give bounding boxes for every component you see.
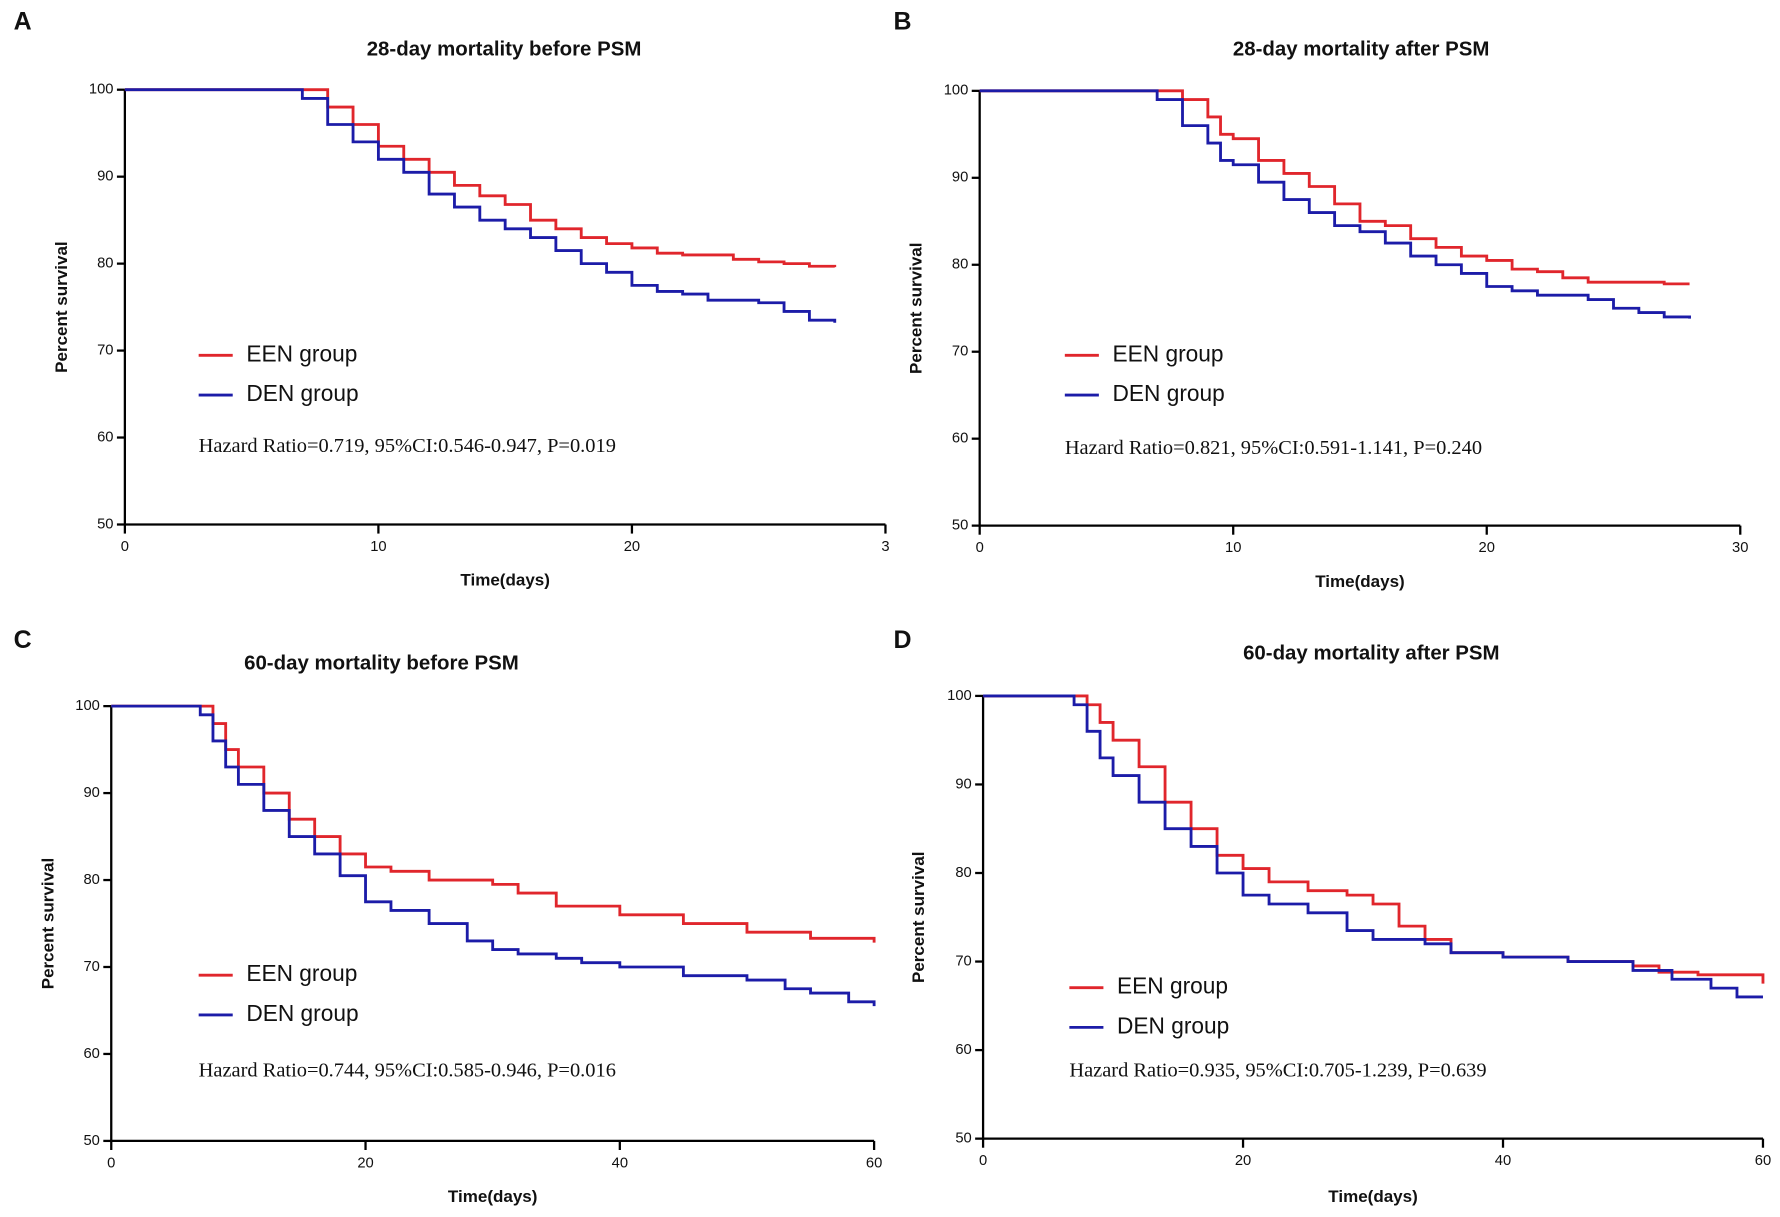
legend-label: DEN group xyxy=(1113,380,1225,406)
x-axis-label: Time(days) xyxy=(1328,1187,1418,1206)
x-tick-label: 60 xyxy=(866,1156,882,1172)
y-tick-label: 80 xyxy=(83,872,99,888)
panel-label: B xyxy=(893,7,911,35)
x-tick-label: 0 xyxy=(979,1153,987,1169)
survival-curve xyxy=(983,694,1763,999)
y-tick-label: 80 xyxy=(955,865,971,881)
y-tick-label: 80 xyxy=(97,256,113,272)
y-tick-label: 50 xyxy=(83,1133,99,1149)
survival-curve xyxy=(979,89,1691,319)
y-axis-label: Percent survival xyxy=(52,241,71,372)
y-tick-label: 90 xyxy=(83,785,99,801)
x-axis-label: Time(days) xyxy=(448,1187,538,1206)
survival-curve xyxy=(111,704,876,943)
legend-label: EEN group xyxy=(246,340,357,366)
survival-curve xyxy=(124,88,837,323)
legend-label: DEN group xyxy=(1117,1012,1229,1038)
y-tick-label: 90 xyxy=(955,776,971,792)
y-tick-label: 100 xyxy=(944,83,969,99)
annotation: Hazard Ratio=0.935, 95%CI:0.705-1.239, P… xyxy=(1069,1059,1486,1081)
chart-title: 60-day mortality after PSM xyxy=(1243,642,1500,664)
y-tick-label: 70 xyxy=(83,959,99,975)
y-tick-label: 70 xyxy=(952,344,968,360)
x-tick-label: 0 xyxy=(121,539,129,555)
y-tick-label: 70 xyxy=(97,342,113,358)
x-tick-label: 20 xyxy=(1479,540,1495,556)
x-tick-label: 60 xyxy=(1755,1153,1771,1169)
x-tick-label: 10 xyxy=(1225,540,1241,556)
panel-label: A xyxy=(14,7,32,35)
y-axis-label: Percent survival xyxy=(38,858,57,989)
y-tick-label: 100 xyxy=(75,698,100,714)
x-tick-label: 20 xyxy=(624,539,640,555)
chart-title: 60-day mortality before PSM xyxy=(244,653,519,675)
survival-curve xyxy=(979,89,1690,286)
x-tick-label: 10 xyxy=(370,539,386,555)
x-tick-label: 0 xyxy=(107,1156,115,1172)
y-tick-label: 60 xyxy=(97,429,113,445)
survival-curve xyxy=(124,88,837,268)
y-tick-label: 80 xyxy=(952,257,968,273)
chart-title: 28-day mortality after PSM xyxy=(1233,38,1490,60)
x-tick-label: 30 xyxy=(1732,540,1748,556)
y-tick-label: 70 xyxy=(955,953,971,969)
chart-title: 28-day mortality before PSM xyxy=(367,38,642,60)
y-tick-label: 50 xyxy=(955,1131,971,1147)
legend-label: EEN group xyxy=(1113,340,1224,366)
x-axis-label: Time(days) xyxy=(1315,572,1405,591)
y-tick-label: 100 xyxy=(947,688,972,704)
y-tick-label: 100 xyxy=(89,82,114,98)
x-tick-label: 40 xyxy=(612,1156,628,1172)
panel-label: D xyxy=(893,626,911,654)
x-tick-label: 40 xyxy=(1495,1153,1511,1169)
legend-label: EEN group xyxy=(246,960,357,986)
annotation: Hazard Ratio=0.719, 95%CI:0.546-0.947, P… xyxy=(199,435,616,457)
legend-label: EEN group xyxy=(1117,973,1228,999)
y-tick-label: 50 xyxy=(97,516,113,532)
y-axis-label: Percent survival xyxy=(909,852,928,983)
y-tick-label: 90 xyxy=(952,170,968,186)
x-tick-label: 3 xyxy=(881,539,889,555)
y-tick-label: 60 xyxy=(83,1046,99,1062)
legend-label: DEN group xyxy=(246,380,358,406)
y-tick-label: 60 xyxy=(955,1042,971,1058)
annotation: Hazard Ratio=0.744, 95%CI:0.585-0.946, P… xyxy=(199,1059,616,1081)
survival-curve xyxy=(111,704,876,1007)
legend-label: DEN group xyxy=(246,1000,358,1026)
x-tick-label: 0 xyxy=(976,540,984,556)
x-tick-label: 20 xyxy=(357,1156,373,1172)
y-tick-label: 50 xyxy=(952,518,968,534)
x-tick-label: 20 xyxy=(1235,1153,1251,1169)
panel-label: C xyxy=(14,626,32,654)
annotation: Hazard Ratio=0.821, 95%CI:0.591-1.141, P… xyxy=(1065,437,1482,459)
y-tick-label: 60 xyxy=(952,431,968,447)
y-axis-label: Percent survival xyxy=(907,242,926,373)
y-tick-label: 90 xyxy=(97,169,113,185)
x-axis-label: Time(days) xyxy=(460,571,550,590)
